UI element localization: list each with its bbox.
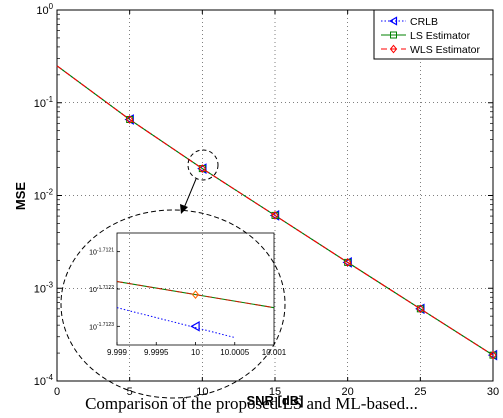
x-axis-label: SNR [dB] <box>246 393 303 408</box>
series-marker-2 <box>344 258 352 267</box>
y-tick-label-base: 10 <box>34 191 46 203</box>
y-tick-label-base: 10 <box>36 5 48 17</box>
x-tick-label: 0 <box>54 386 60 398</box>
inset-crlb-line <box>116 307 235 339</box>
y-tick-label-base: 10 <box>34 98 46 110</box>
inset-estimator-marker <box>191 290 200 299</box>
legend-marker <box>388 16 398 26</box>
legend-label: WLS Estimator <box>410 44 481 56</box>
y-tick-label-base: 10 <box>34 283 46 295</box>
inset-y-tick-label: 10-1.7121 <box>89 248 114 257</box>
inset-x-tick-label: 10.0005 <box>220 348 249 357</box>
inset-x-tick-label: 10.001 <box>262 348 287 357</box>
inset-y-tick-label-exponent: -1.7122 <box>97 285 114 291</box>
series-marker-2 <box>489 350 497 360</box>
zoom-arrow <box>183 178 197 209</box>
legend-label: CRLB <box>410 16 438 28</box>
x-tick-label: 25 <box>414 386 426 398</box>
y-tick-label-exponent: -3 <box>46 280 54 289</box>
inset-y-tick-label-base: 10 <box>89 287 97 294</box>
inset-axes: 9.999 9.9995 10 10.0005 10.00110-1.712110-1.… <box>89 232 287 357</box>
y-tick-label-base: 10 <box>34 376 46 388</box>
series-marker-2 <box>271 211 279 220</box>
inset-y-tick-label-exponent: -1.7121 <box>97 248 114 254</box>
grid-lines <box>57 10 493 381</box>
inset-y-tick-label: 10-1.7122 <box>89 285 114 294</box>
series-group <box>56 65 498 361</box>
legend-marker <box>390 31 397 39</box>
inset-x-tick-label: 9.9995 <box>144 348 169 357</box>
inset-ticks: 9.999 9.9995 10 10.0005 10.00110-1.712110-1.… <box>89 248 287 357</box>
y-tick-label-exponent: 0 <box>49 2 54 11</box>
legend: CRLB LS Estimator WLS Estimator <box>373 9 494 60</box>
figure-caption: Comparison of the proposed LS and ML-bas… <box>85 394 418 413</box>
inset-x-tick-label: 10 <box>191 348 200 357</box>
inset-series <box>116 280 275 339</box>
y-tick-label: 10-1 <box>34 95 54 110</box>
x-tick-label: 5 <box>127 386 133 398</box>
series-marker-2 <box>416 304 424 314</box>
y-tick-label: 10-2 <box>34 188 53 203</box>
y-tick-label-exponent: -4 <box>46 373 54 382</box>
x-tick-label: 15 <box>269 386 281 398</box>
legend-marker <box>389 44 398 54</box>
x-tick-label: 10 <box>196 386 208 398</box>
inset-wls-line <box>116 281 275 309</box>
series-marker-2 <box>198 164 206 173</box>
series-marker-2 <box>126 115 134 124</box>
zoom-arrowhead <box>180 204 188 214</box>
inset-y-tick-label: 10-1.7123 <box>89 322 114 331</box>
x-tick-label: 30 <box>487 386 499 398</box>
legend-label: LS Estimator <box>410 30 471 42</box>
x-axis-ticks: 0 5 10 15 20 25 30 <box>54 10 499 398</box>
inset-y-tick-label-base: 10 <box>89 324 97 331</box>
y-tick-label-exponent: -1 <box>46 95 54 104</box>
y-tick-label: 10-4 <box>34 373 54 388</box>
y-axis-label: MSE <box>13 182 28 211</box>
zoom-circle <box>187 149 219 181</box>
y-tick-label: 100 <box>36 2 53 17</box>
inset-x-tick-label: 9.999 <box>107 348 128 357</box>
x-tick-label: 20 <box>342 386 354 398</box>
inset-ellipse <box>60 209 286 399</box>
inset-crlb-marker <box>190 320 200 332</box>
series-line-2 <box>56 65 494 356</box>
legend-items: CRLB LS Estimator WLS Estimator <box>381 16 481 56</box>
y-tick-label-exponent: -2 <box>46 188 53 197</box>
inset-y-tick-label-exponent: -1.7123 <box>97 322 114 328</box>
plot-frame <box>56 9 494 382</box>
y-tick-label: 10-3 <box>34 280 54 295</box>
inset-y-tick-label-base: 10 <box>89 250 97 257</box>
